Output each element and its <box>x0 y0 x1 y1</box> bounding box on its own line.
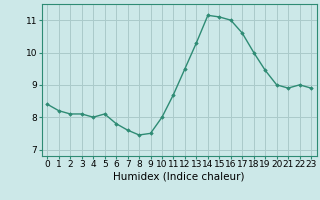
X-axis label: Humidex (Indice chaleur): Humidex (Indice chaleur) <box>114 172 245 182</box>
